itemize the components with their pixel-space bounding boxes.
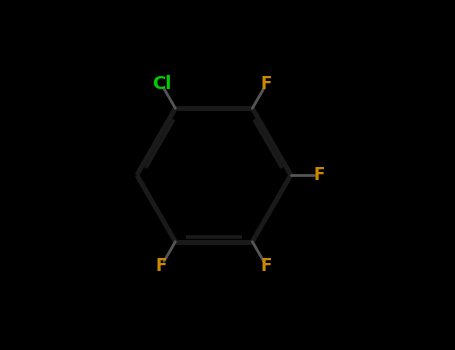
Text: Cl: Cl bbox=[152, 75, 171, 93]
Text: F: F bbox=[261, 75, 272, 93]
Text: F: F bbox=[261, 257, 272, 275]
Text: F: F bbox=[156, 257, 167, 275]
Text: F: F bbox=[313, 166, 324, 184]
